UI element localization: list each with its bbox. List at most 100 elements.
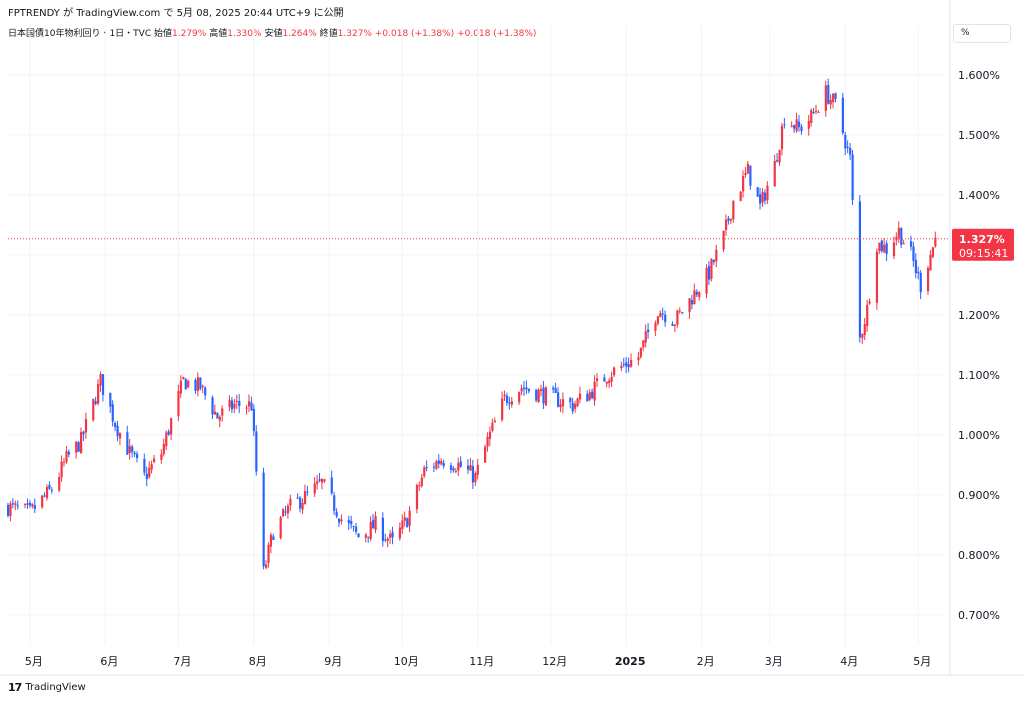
candle-body — [162, 443, 165, 454]
candle-body — [773, 160, 776, 187]
candle-body — [605, 381, 608, 384]
symbol-title[interactable]: 日本国債10年物利回り・1日・TVC — [8, 29, 152, 39]
candle-body — [588, 392, 591, 400]
y-tick-label: 0.900% — [958, 489, 1000, 502]
candle-body — [520, 388, 523, 392]
candle-body — [92, 398, 95, 421]
candle-body — [245, 407, 248, 409]
candle-body — [892, 242, 896, 257]
candle-body — [316, 481, 319, 484]
candle-body — [688, 298, 691, 312]
candle-body — [337, 518, 341, 523]
x-tick-label: 4月 — [840, 655, 858, 668]
candle-body — [391, 532, 394, 538]
footer-brand[interactable]: 17 TradingView — [8, 681, 86, 694]
candle-body — [16, 505, 19, 507]
last-price-label: 1.327% — [959, 233, 1005, 246]
candle-body — [184, 378, 187, 390]
candle-body — [746, 163, 750, 174]
candle-body — [247, 401, 251, 407]
last-price-tag: 1.327%09:15:41 — [952, 228, 1014, 261]
candle-body — [571, 402, 574, 412]
candle-body — [661, 313, 664, 315]
candle-body — [221, 408, 224, 416]
close-value: 1.327% — [337, 29, 372, 39]
brand-name: TradingView — [25, 682, 86, 693]
price-tag-box — [952, 228, 1014, 261]
candle-body — [644, 331, 647, 343]
candle-body — [630, 359, 633, 367]
candle-body — [264, 564, 268, 568]
candle-body — [639, 347, 642, 357]
candle-body — [591, 391, 594, 399]
candle-body — [484, 446, 487, 463]
y-tick-label: 1.500% — [958, 129, 1000, 142]
x-tick-label: 2月 — [697, 655, 715, 668]
candle-body — [642, 340, 645, 348]
candle-body — [603, 377, 606, 382]
candle-body — [471, 466, 475, 483]
candle-body — [135, 453, 139, 459]
candle-body — [126, 432, 129, 455]
candle-body — [420, 477, 423, 486]
candle-body — [262, 472, 265, 567]
candle-body — [442, 463, 445, 467]
candle-body — [33, 505, 36, 509]
candle-body — [693, 290, 696, 305]
candle-body — [423, 467, 426, 477]
candle-body — [539, 389, 543, 391]
candle-body — [58, 477, 61, 491]
x-tick-label: 11月 — [469, 655, 494, 668]
candle-body — [654, 323, 657, 331]
x-tick-label: 6月 — [100, 655, 118, 668]
unit-selector[interactable]: % — [953, 24, 1011, 43]
candle-body — [690, 300, 694, 305]
x-tick-label: 9月 — [324, 655, 342, 668]
candle-body — [812, 112, 815, 114]
candle-body — [569, 398, 572, 403]
candle-body — [817, 111, 820, 113]
x-tick-label: 8月 — [249, 655, 267, 668]
candle-body — [552, 387, 555, 390]
candle-body — [574, 403, 577, 409]
candle-body — [673, 325, 677, 327]
candle-body — [474, 472, 477, 483]
y-axis[interactable]: 1.600%1.500%1.400%1.300%1.200%1.100%1.00… — [958, 69, 1000, 622]
candle-body — [355, 526, 358, 532]
candle-body — [43, 495, 46, 497]
candle-body — [834, 93, 837, 99]
candle-body — [145, 473, 148, 479]
candle-body — [7, 504, 10, 516]
candle-body — [698, 292, 701, 297]
x-axis[interactable]: 5月 6月 7月 8月 9月 10月 11月 12月 2025 2月 3月 4月 5月 — [25, 655, 931, 668]
candle-body — [739, 191, 742, 202]
candle-body — [559, 404, 562, 408]
candle-body — [832, 93, 835, 103]
candle-body — [866, 304, 869, 327]
candle-body — [841, 97, 844, 133]
candle-body — [67, 451, 71, 455]
low-value: 1.264% — [282, 29, 317, 39]
candle-body — [883, 244, 886, 253]
candle-body — [235, 400, 238, 402]
candle-body — [199, 377, 202, 389]
candle-body — [466, 465, 470, 470]
candle-body — [177, 391, 180, 417]
candle-body — [333, 495, 336, 511]
x-tick-label: 3月 — [765, 655, 783, 668]
candle-body — [595, 378, 599, 382]
close-label: 終値 — [319, 29, 338, 39]
candle-body — [82, 431, 85, 435]
candle-body — [77, 442, 80, 452]
candle-body — [554, 388, 557, 393]
y-tick-label: 1.600% — [958, 69, 1000, 82]
candle-body — [664, 314, 667, 323]
high-label: 高値 — [209, 29, 228, 39]
y-tick-label: 0.700% — [958, 609, 1000, 622]
candle-body — [622, 364, 625, 366]
candle-body — [608, 380, 611, 384]
change-value: +0.018 (+1.38%) — [374, 29, 455, 39]
candle-body — [213, 411, 217, 415]
candle-body — [109, 392, 112, 407]
